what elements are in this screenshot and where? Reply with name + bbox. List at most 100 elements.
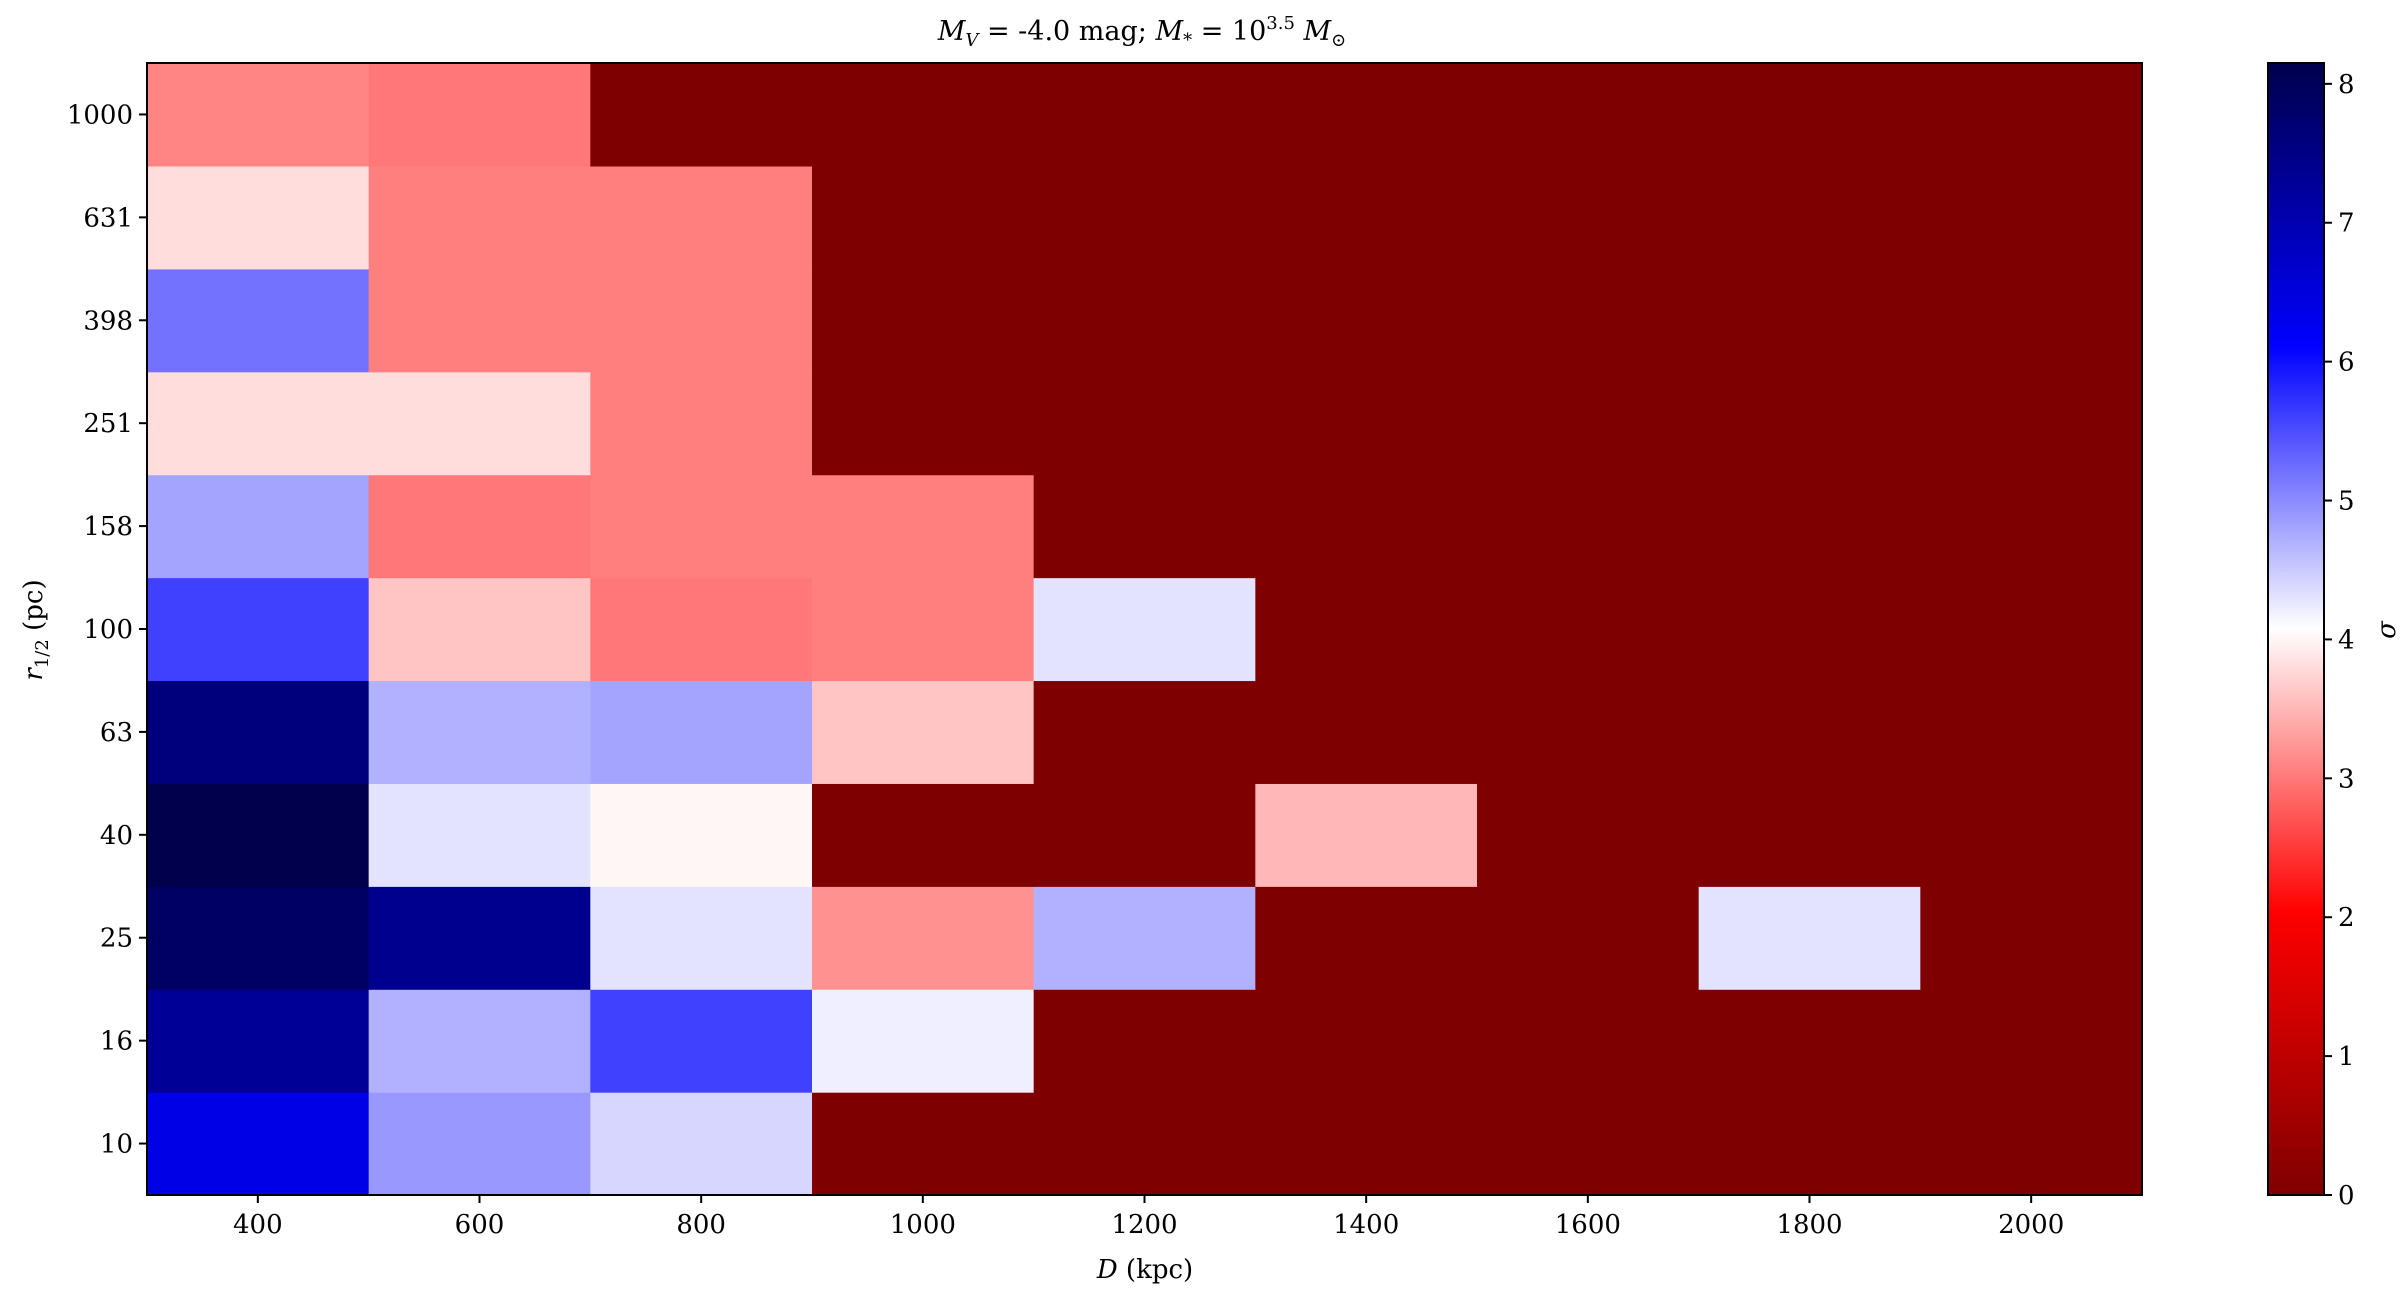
y-tick-label: 10 (100, 1130, 133, 1160)
heatmap-cell (1698, 268, 1921, 373)
heatmap-cell (147, 577, 370, 682)
heatmap-cell (1698, 63, 1921, 167)
heatmap-cell (1033, 63, 1256, 167)
heatmap-cell (1033, 783, 1256, 887)
x-tick-label: 1000 (890, 1210, 956, 1240)
colorbar-tick-label: 0 (2338, 1181, 2355, 1211)
heatmap-cell (1920, 371, 2143, 476)
heatmap-cell (1255, 886, 1478, 990)
heatmap-cell (1033, 577, 1256, 682)
heatmap-cell (1033, 268, 1256, 373)
heatmap-cell (1920, 165, 2143, 270)
heatmap-cell (368, 63, 591, 167)
heatmap-cell (812, 1092, 1035, 1196)
heatmap-cell (1698, 989, 1921, 1093)
heatmap-cell (1477, 989, 1700, 1093)
colorbar-tick-label: 5 (2338, 487, 2355, 517)
heatmap-cell (1255, 268, 1478, 373)
colorbar-ticks: 0 1 2 3 4 5 6 7 8 (2324, 70, 2355, 1211)
colorbar-tick-label: 7 (2338, 209, 2355, 239)
y-axis-label: r1/2 (pc) (19, 579, 53, 680)
x-tick-label: 1600 (1555, 1210, 1621, 1240)
heatmap-cell (1033, 680, 1256, 784)
heatmap-cell (1255, 165, 1478, 270)
heatmap-cell (812, 783, 1035, 887)
colorbar-label: σ (2372, 620, 2402, 639)
heatmap-cell (1920, 783, 2143, 887)
colorbar-tick-label: 4 (2338, 625, 2355, 655)
x-tick-label: 600 (455, 1210, 505, 1240)
heatmap-cell (1698, 371, 1921, 476)
heatmap-cell (812, 268, 1035, 373)
heatmap-cell (1698, 783, 1921, 887)
heatmap-cell (368, 783, 591, 887)
heatmap-cell (590, 165, 813, 270)
heatmap-cell (1033, 165, 1256, 270)
heatmap-cell (812, 989, 1035, 1093)
heatmap-cell (590, 577, 813, 682)
y-tick-label: 100 (83, 615, 133, 645)
heatmap-cell (812, 63, 1035, 167)
colorbar-tick-label: 1 (2338, 1042, 2355, 1072)
heatmap-cell (1698, 680, 1921, 784)
heatmap-cell (368, 165, 591, 270)
y-tick-label: 25 (100, 924, 133, 954)
heatmap-cell (1477, 63, 1700, 167)
heatmap-cell (1477, 886, 1700, 990)
heatmap-cell (1477, 1092, 1700, 1196)
heatmap-cell (1477, 474, 1700, 579)
y-tick-label: 40 (100, 821, 133, 851)
heatmap-cell (1255, 1092, 1478, 1196)
x-tick-label: 2000 (1998, 1210, 2064, 1240)
colorbar-tick-label: 3 (2338, 764, 2355, 794)
x-tick-label: 1800 (1776, 1210, 1842, 1240)
heatmap-cell (1920, 680, 2143, 784)
y-tick-label: 158 (83, 512, 133, 542)
y-tick-label: 398 (83, 306, 133, 336)
heatmap-cell (1255, 577, 1478, 682)
heatmap-cell (368, 577, 591, 682)
heatmap-cell (1033, 371, 1256, 476)
heatmap-cell (147, 989, 370, 1093)
heatmap-cell (1920, 989, 2143, 1093)
heatmap-cell (147, 268, 370, 373)
heatmap-cell (590, 783, 813, 887)
y-tick-label: 251 (83, 409, 133, 439)
y-tick-label: 631 (83, 203, 133, 233)
heatmap-cell (1255, 783, 1478, 887)
heatmap-cell (1033, 1092, 1256, 1196)
heatmap-cell (1698, 886, 1921, 990)
heatmap-cell (368, 268, 591, 373)
heatmap-cell (1698, 165, 1921, 270)
heatmap-cell (1920, 268, 2143, 373)
heatmap-cell (147, 886, 370, 990)
heatmap-cell (147, 371, 370, 476)
heatmap-cell (147, 165, 370, 270)
heatmap-cell (812, 577, 1035, 682)
heatmap-cell (1255, 474, 1478, 579)
heatmap-cell (368, 474, 591, 579)
x-axis-ticks: 400 600 800 1000 1200 1400 1600 1800 2000 (233, 1195, 2064, 1240)
y-axis-ticks: 10 16 25 40 63 100 158 251 398 631 1000 (67, 100, 147, 1160)
heatmap-cell (1477, 577, 1700, 682)
x-tick-label: 800 (676, 1210, 726, 1240)
heatmap-cells (147, 63, 2143, 1196)
heatmap-cell (812, 165, 1035, 270)
heatmap-cell (368, 886, 591, 990)
heatmap-cell (1477, 680, 1700, 784)
colorbar-tick-label: 6 (2338, 348, 2355, 378)
heatmap-cell (368, 680, 591, 784)
heatmap-cell (812, 371, 1035, 476)
heatmap-cell (1255, 371, 1478, 476)
heatmap-cell (590, 1092, 813, 1196)
heatmap-cell (1477, 268, 1700, 373)
heatmap-cell (1033, 989, 1256, 1093)
heatmap-cell (590, 680, 813, 784)
heatmap-cell (1255, 989, 1478, 1093)
heatmap-cell (147, 474, 370, 579)
heatmap-cell (147, 783, 370, 887)
colorbar-tick-label: 2 (2338, 903, 2355, 933)
heatmap-cell (1920, 1092, 2143, 1196)
heatmap-cell (1033, 474, 1256, 579)
